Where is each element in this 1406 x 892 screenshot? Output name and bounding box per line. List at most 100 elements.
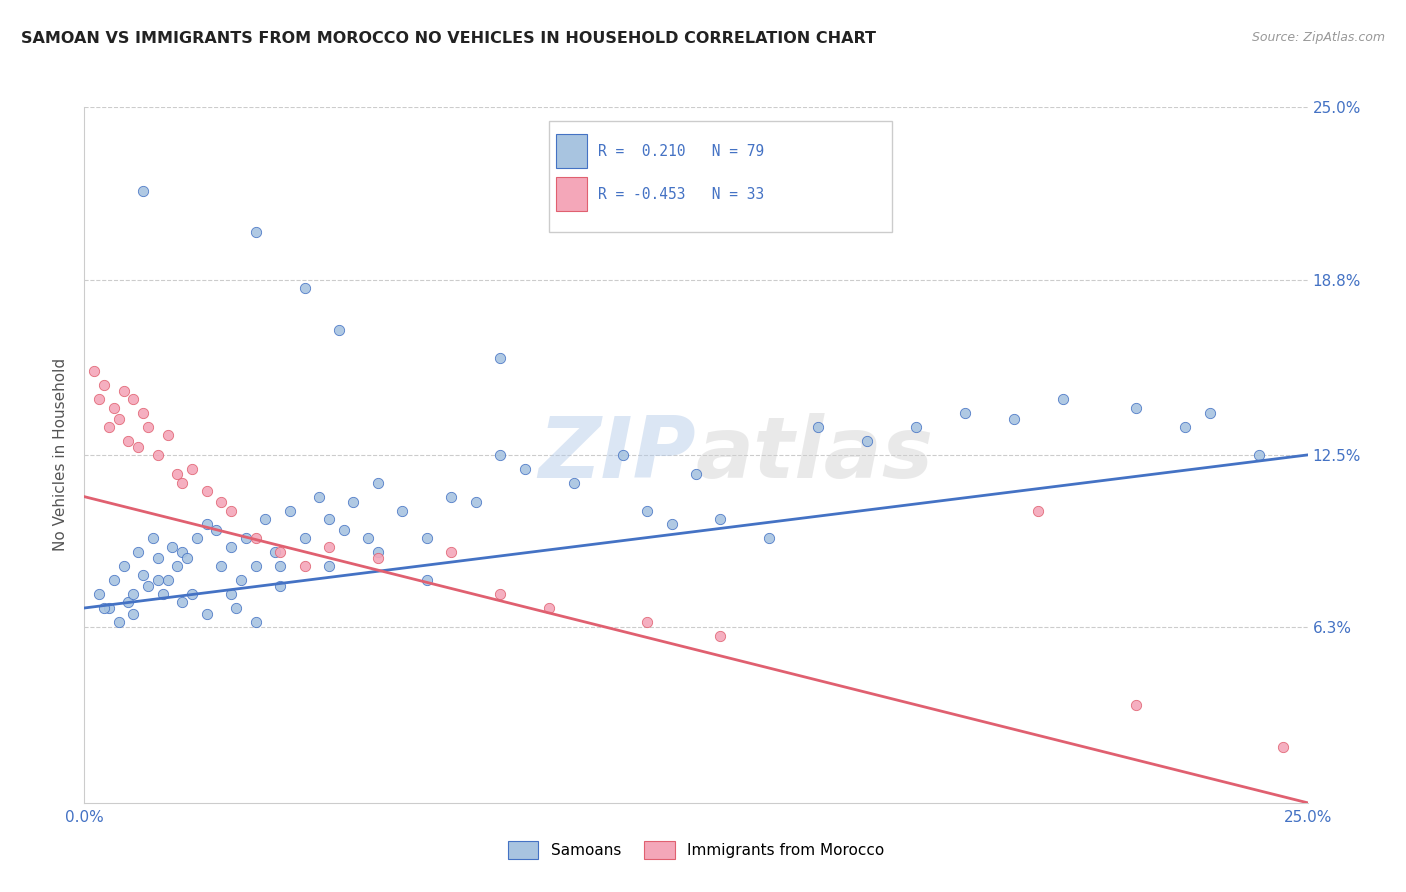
- Point: [1052, 392, 1074, 407]
- Point: [1125, 401, 1147, 415]
- Point: [181, 462, 204, 476]
- Point: [489, 587, 512, 601]
- Point: [156, 428, 179, 442]
- Point: [83, 364, 105, 378]
- Point: [538, 601, 561, 615]
- Point: [103, 573, 125, 587]
- Point: [294, 559, 316, 574]
- Point: [332, 523, 354, 537]
- Point: [136, 579, 159, 593]
- Point: [97, 601, 120, 615]
- Point: [513, 462, 536, 476]
- Point: [219, 540, 242, 554]
- Point: [636, 503, 658, 517]
- Point: [112, 559, 135, 574]
- Point: [367, 475, 389, 490]
- Point: [225, 601, 247, 615]
- Point: [132, 406, 155, 420]
- Point: [1272, 740, 1295, 755]
- Point: [1002, 411, 1025, 425]
- Point: [245, 225, 267, 239]
- Point: [176, 550, 198, 565]
- Point: [357, 532, 380, 546]
- Point: [117, 434, 139, 448]
- Point: [219, 503, 242, 517]
- Point: [318, 559, 340, 574]
- Point: [953, 406, 976, 420]
- Point: [166, 467, 188, 482]
- Text: atlas: atlas: [696, 413, 934, 497]
- Point: [562, 475, 585, 490]
- Text: ZIP: ZIP: [538, 413, 696, 497]
- Point: [146, 550, 169, 565]
- Point: [308, 490, 330, 504]
- Point: [685, 467, 707, 482]
- Point: [245, 532, 267, 546]
- Legend: Samoans, Immigrants from Morocco: Samoans, Immigrants from Morocco: [502, 835, 890, 864]
- Point: [172, 475, 194, 490]
- Point: [235, 532, 257, 546]
- Point: [195, 517, 218, 532]
- Point: [294, 281, 316, 295]
- Point: [318, 512, 340, 526]
- Point: [440, 545, 463, 559]
- Point: [162, 540, 184, 554]
- Point: [709, 629, 731, 643]
- Point: [127, 440, 149, 454]
- Point: [87, 392, 110, 407]
- Point: [132, 184, 155, 198]
- Point: [152, 587, 174, 601]
- Point: [122, 392, 145, 407]
- Point: [661, 517, 683, 532]
- Point: [905, 420, 928, 434]
- Point: [97, 420, 120, 434]
- Point: [245, 559, 267, 574]
- Point: [318, 540, 340, 554]
- Point: [440, 490, 463, 504]
- Point: [103, 401, 125, 415]
- Point: [464, 495, 486, 509]
- Y-axis label: No Vehicles in Household: No Vehicles in Household: [53, 359, 69, 551]
- Point: [136, 420, 159, 434]
- Point: [489, 448, 512, 462]
- Point: [166, 559, 188, 574]
- Point: [142, 532, 165, 546]
- Point: [269, 579, 291, 593]
- Point: [278, 503, 301, 517]
- Point: [489, 351, 512, 365]
- Text: R = -0.453   N = 33: R = -0.453 N = 33: [599, 186, 765, 202]
- Point: [132, 567, 155, 582]
- Point: [146, 573, 169, 587]
- Point: [856, 434, 879, 448]
- Point: [416, 573, 439, 587]
- Point: [156, 573, 179, 587]
- Point: [612, 448, 634, 462]
- Point: [195, 484, 218, 499]
- Point: [172, 545, 194, 559]
- Point: [342, 495, 364, 509]
- Point: [205, 523, 228, 537]
- Point: [1247, 448, 1270, 462]
- Point: [117, 595, 139, 609]
- Point: [122, 587, 145, 601]
- Point: [328, 323, 350, 337]
- Point: [181, 587, 204, 601]
- Point: [209, 559, 232, 574]
- Point: [1028, 503, 1050, 517]
- Point: [264, 545, 287, 559]
- Point: [391, 503, 413, 517]
- Point: [112, 384, 135, 398]
- Point: [146, 448, 169, 462]
- Point: [245, 615, 267, 629]
- Point: [254, 512, 277, 526]
- Point: [269, 545, 291, 559]
- Text: R =  0.210   N = 79: R = 0.210 N = 79: [599, 144, 765, 159]
- Point: [195, 607, 218, 621]
- Point: [807, 420, 830, 434]
- Point: [416, 532, 439, 546]
- Point: [367, 550, 389, 565]
- Point: [636, 615, 658, 629]
- Point: [186, 532, 208, 546]
- Text: Source: ZipAtlas.com: Source: ZipAtlas.com: [1251, 31, 1385, 45]
- Point: [127, 545, 149, 559]
